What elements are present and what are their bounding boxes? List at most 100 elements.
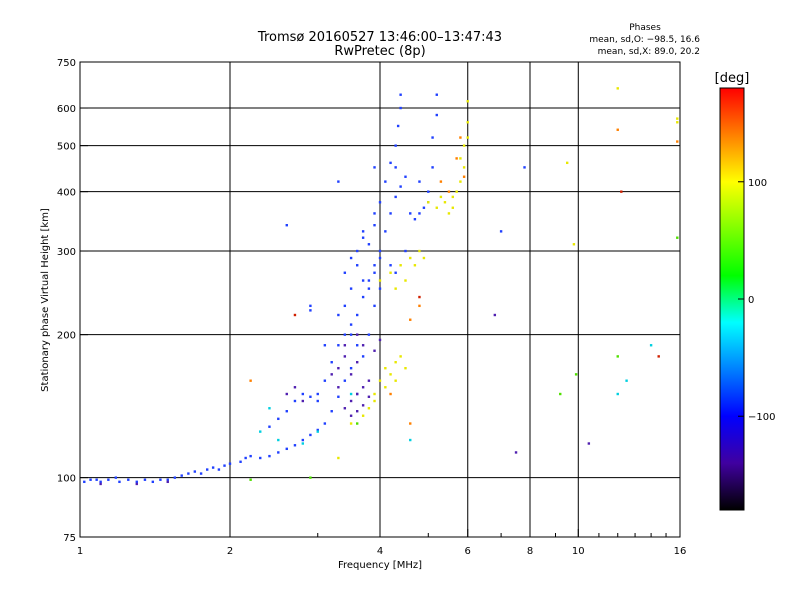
data-point <box>89 478 92 481</box>
data-point <box>367 379 371 382</box>
data-point <box>343 407 347 410</box>
data-point <box>378 338 382 342</box>
data-point <box>396 124 400 128</box>
phases-header: Phases <box>629 23 661 33</box>
data-point <box>309 304 312 308</box>
data-point <box>394 271 397 274</box>
data-point <box>466 136 469 139</box>
data-point <box>394 144 397 147</box>
data-point <box>285 410 288 413</box>
data-point <box>378 201 382 204</box>
data-point <box>373 224 376 227</box>
data-point <box>173 476 177 479</box>
data-point <box>330 410 333 413</box>
data-point <box>301 442 305 445</box>
x-tick-label: 2 <box>227 546 233 557</box>
data-point <box>337 395 340 398</box>
data-point <box>367 395 371 398</box>
data-point <box>418 180 421 183</box>
data-point <box>316 399 319 403</box>
data-point <box>301 392 305 396</box>
data-point <box>355 361 359 364</box>
data-point <box>355 410 359 413</box>
data-point <box>127 478 130 481</box>
data-point <box>394 287 397 290</box>
data-point <box>349 373 353 376</box>
data-point <box>384 180 387 183</box>
data-point <box>349 323 353 326</box>
data-point <box>389 212 392 215</box>
data-point <box>285 447 288 451</box>
colorbar-tick-label: −100 <box>748 412 775 423</box>
data-point <box>616 355 619 358</box>
data-point <box>404 279 407 282</box>
data-point <box>355 264 359 267</box>
data-point <box>343 355 347 358</box>
data-point <box>565 161 569 165</box>
data-point <box>293 313 297 317</box>
data-point <box>418 249 421 253</box>
x-tick-label: 4 <box>377 546 383 557</box>
y-axis-label: Stationary phase Virtual Height [km] <box>40 208 51 392</box>
data-point <box>355 333 359 336</box>
data-point <box>361 355 365 358</box>
data-point <box>259 456 262 460</box>
data-point <box>285 392 288 396</box>
data-point <box>373 399 376 403</box>
data-point <box>244 456 247 460</box>
data-point <box>355 344 359 347</box>
data-point <box>293 386 297 389</box>
data-point <box>337 313 340 317</box>
phase-stat-o: mean, sd,O: −98.5, 16.6 <box>589 35 700 45</box>
data-point <box>187 472 190 475</box>
data-point <box>620 190 623 193</box>
x-tick-label: 1 <box>77 546 83 557</box>
data-point <box>349 422 353 425</box>
data-point <box>343 333 347 336</box>
data-point <box>373 166 376 169</box>
data-point <box>228 462 232 465</box>
data-point <box>118 480 121 484</box>
y-tick-label: 100 <box>57 474 76 485</box>
data-point <box>373 304 376 308</box>
data-point <box>466 121 469 124</box>
data-point <box>574 373 578 376</box>
data-point <box>83 480 86 484</box>
data-point <box>107 478 110 481</box>
data-point <box>114 476 118 479</box>
data-point <box>323 379 327 382</box>
data-point <box>514 451 518 454</box>
data-point <box>378 249 382 253</box>
data-point <box>435 206 438 209</box>
data-point <box>309 433 312 437</box>
data-point <box>418 304 421 308</box>
x-ticks-layer: 1 2 4 6 8 10 16 <box>77 529 686 557</box>
data-point <box>277 417 280 421</box>
data-point <box>143 478 147 481</box>
y-tick-label: 300 <box>57 247 76 258</box>
data-point <box>399 355 402 358</box>
data-point <box>249 478 252 481</box>
data-point <box>373 392 376 396</box>
data-point <box>676 121 679 124</box>
data-point <box>301 399 305 403</box>
data-point <box>309 309 312 312</box>
data-point <box>249 379 252 382</box>
data-point <box>399 185 402 188</box>
data-point <box>657 355 660 358</box>
data-point <box>223 464 226 467</box>
x-tick-label: 10 <box>572 546 585 557</box>
data-point <box>268 407 271 410</box>
data-point <box>349 256 353 260</box>
data-point <box>404 249 407 253</box>
data-point <box>384 386 387 389</box>
data-point <box>676 236 679 239</box>
y-tick-label: 600 <box>57 104 76 115</box>
data-point <box>389 392 392 396</box>
data-point <box>349 414 353 417</box>
data-point <box>443 201 447 204</box>
data-point <box>337 386 340 389</box>
data-point <box>316 428 319 432</box>
data-point <box>431 136 434 139</box>
data-point <box>418 212 421 215</box>
